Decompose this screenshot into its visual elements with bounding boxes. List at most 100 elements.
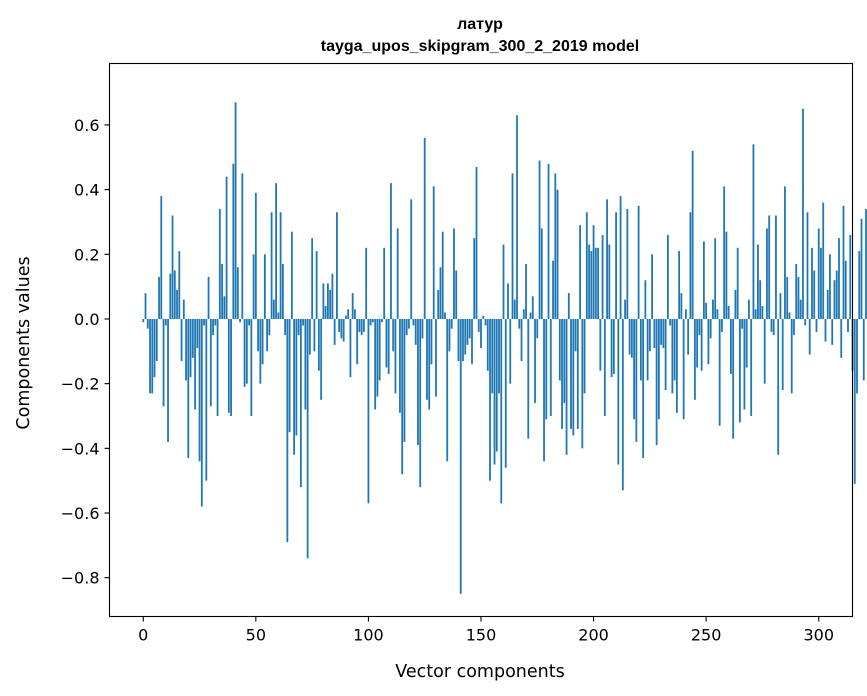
bar-component-24 <box>196 318 199 349</box>
bar-component-161 <box>504 318 507 468</box>
bar-component-215 <box>626 209 629 319</box>
bar-component-61 <box>279 212 282 319</box>
bar-component-109 <box>387 318 390 374</box>
bar-component-159 <box>500 318 503 504</box>
bar-component-151 <box>482 315 485 319</box>
bar-component-104 <box>376 318 379 397</box>
bar-component-135 <box>446 318 449 462</box>
bar-component-228 <box>655 318 658 446</box>
bar-component-103 <box>374 318 377 410</box>
bar-component-233 <box>666 234 669 319</box>
bar-component-156 <box>493 318 496 465</box>
y-tick-label: −0.8 <box>61 569 100 588</box>
bar-component-19 <box>185 318 187 381</box>
bar-component-245 <box>693 318 696 400</box>
bar-component-248 <box>700 318 703 371</box>
bar-component-139 <box>455 270 458 319</box>
bar-component-4 <box>151 318 154 394</box>
bar-component-40 <box>232 163 235 319</box>
bar-component-209 <box>612 318 615 374</box>
bar-component-227 <box>653 318 656 349</box>
bar-component-259 <box>725 231 728 319</box>
bar-component-165 <box>513 299 516 319</box>
x-tick-label: 0 <box>138 626 148 645</box>
bar-component-155 <box>491 318 494 394</box>
bar-component-175 <box>536 318 539 339</box>
bar-component-26 <box>200 318 203 507</box>
bar-component-202 <box>597 247 599 319</box>
bar-component-200 <box>592 225 595 319</box>
chart-title-line-2: tayga_upos_skipgram_300_2_2019 model <box>321 38 639 55</box>
bar-component-277 <box>766 228 768 319</box>
bar-component-294 <box>804 318 807 326</box>
bar-component-312 <box>844 260 847 319</box>
bar-component-59 <box>275 183 278 319</box>
bar-component-305 <box>829 254 831 319</box>
bar-component-21 <box>189 318 192 378</box>
bar-component-223 <box>644 280 647 319</box>
bar-component-105 <box>378 318 381 381</box>
bar-component-270 <box>750 318 753 416</box>
bar-component-142 <box>462 318 464 362</box>
bar-component-154 <box>489 318 491 481</box>
bar-component-149 <box>477 318 480 332</box>
bar-component-71 <box>302 318 305 326</box>
bar-component-180 <box>547 163 550 319</box>
bar-component-137 <box>450 318 453 329</box>
bar-component-271 <box>752 144 755 319</box>
bar-component-31 <box>212 318 214 336</box>
bar-component-11 <box>167 318 169 442</box>
bar-component-278 <box>768 215 771 319</box>
bar-component-231 <box>662 318 665 349</box>
bar-component-15 <box>176 289 178 319</box>
y-tick-label: −0.2 <box>61 375 100 394</box>
bar-component-266 <box>741 318 744 329</box>
bar-component-239 <box>680 293 683 319</box>
bar-component-184 <box>556 189 559 319</box>
bar-component-300 <box>817 228 820 319</box>
y-tick-label: 0.0 <box>74 310 99 329</box>
bar-component-302 <box>822 202 825 319</box>
bar-component-208 <box>610 318 613 378</box>
bar-component-212 <box>619 196 622 319</box>
bar-component-34 <box>218 209 221 319</box>
bar-component-191 <box>572 318 575 436</box>
bar-component-123 <box>419 318 422 488</box>
bar-component-129 <box>432 186 435 319</box>
bar-component-46 <box>245 318 248 384</box>
bar-component-240 <box>682 318 685 420</box>
bar-component-260 <box>727 306 730 319</box>
bar-component-157 <box>495 318 498 452</box>
bar-component-249 <box>703 241 705 319</box>
x-tick-label: 200 <box>578 626 609 645</box>
bar-component-203 <box>599 318 602 371</box>
bar-component-69 <box>297 318 300 336</box>
bar-component-130 <box>435 318 437 397</box>
bar-component-6 <box>155 318 158 362</box>
bar-component-77 <box>315 251 318 319</box>
bar-component-107 <box>383 247 386 319</box>
bar-component-108 <box>385 318 388 368</box>
bar-component-63 <box>284 318 287 336</box>
bar-component-8 <box>160 196 163 319</box>
bar-component-152 <box>484 318 487 326</box>
bar-component-197 <box>585 212 588 319</box>
bar-component-53 <box>261 318 264 365</box>
y-tick-label: 0.6 <box>74 116 99 135</box>
bar-component-267 <box>743 318 746 410</box>
bar-component-66 <box>290 231 293 319</box>
bar-component-115 <box>401 318 404 475</box>
bar-series <box>142 102 867 594</box>
bar-component-235 <box>671 318 674 394</box>
bar-component-264 <box>736 247 739 319</box>
bar-component-75 <box>311 238 314 319</box>
bar-component-275 <box>761 306 764 319</box>
bar-component-273 <box>757 244 759 319</box>
bar-component-32 <box>214 318 217 326</box>
bar-component-22 <box>191 318 194 358</box>
bar-component-84 <box>331 273 334 319</box>
bar-component-281 <box>775 215 777 319</box>
bar-component-291 <box>797 276 800 319</box>
bar-component-292 <box>799 299 802 319</box>
bar-component-217 <box>630 318 633 358</box>
